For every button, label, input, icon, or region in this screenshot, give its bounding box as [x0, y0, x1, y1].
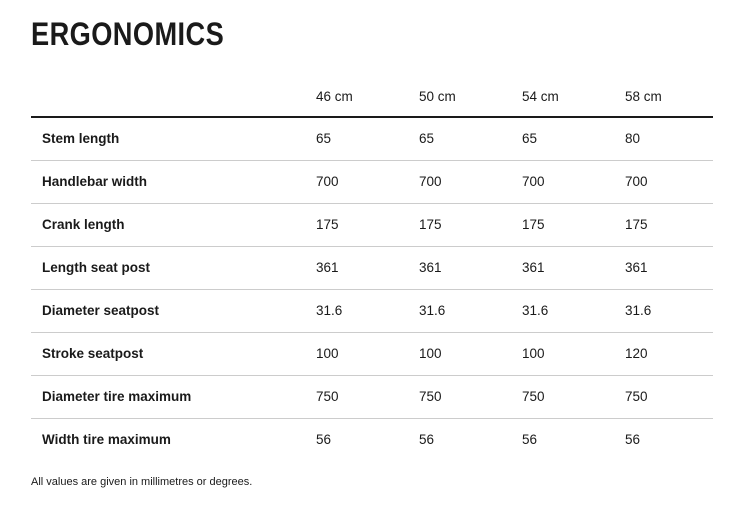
cell-value: 56: [316, 432, 332, 448]
ergonomics-spec-table: 46 cm 50 cm 54 cm 58 cm Stem length 65 65 65 8…: [31, 80, 713, 461]
row-label: Handlebar width: [31, 160, 316, 204]
cell-value: 65: [316, 117, 419, 161]
spec-table-row: Length seat post 361 361 361 361: [31, 246, 713, 290]
cell-value: 100: [522, 332, 625, 376]
row-label: Diameter seatpost: [31, 289, 316, 333]
cell-value: 750: [316, 375, 419, 419]
cell-value: 120: [625, 332, 713, 376]
spec-table-row: Diameter tire maximum 750 750 750 750: [31, 375, 713, 419]
cell-value: 750: [522, 375, 625, 419]
header-label-spacer: [31, 80, 316, 118]
cell-value: 100: [316, 332, 419, 376]
header-row: 46 cm 50 cm 54 cm 58 cm: [31, 80, 713, 118]
cell-value: 175: [625, 203, 713, 247]
spec-table-row: Crank length 175 175 175 175: [31, 203, 713, 247]
size-column-header: 54 cm: [522, 80, 625, 118]
cell-value: 80: [625, 117, 713, 161]
cell-value: 175: [316, 203, 419, 247]
cell-value: 750: [625, 375, 713, 419]
size-column-header: 58 cm: [625, 80, 713, 118]
cell-value: 361: [316, 246, 419, 290]
spec-table-row: Handlebar width 700 700 700 700: [31, 160, 713, 204]
spec-table-header: 46 cm 50 cm 54 cm 58 cm: [31, 80, 713, 118]
cell-value: 700: [625, 160, 713, 204]
row-label: Stem length: [31, 117, 316, 161]
cell-value: 361: [419, 246, 522, 290]
cell-value: 65: [522, 117, 625, 161]
cell-value: 700: [316, 160, 419, 204]
spec-table-row: Stem length 65 65 65 80: [31, 117, 713, 161]
cell-value: 361: [522, 246, 625, 290]
cell-value: 31.6: [316, 289, 419, 333]
row-label: Length seat post: [31, 246, 316, 290]
cell-value: 750: [419, 375, 522, 419]
cell-value: 100: [419, 332, 522, 376]
size-column-header: 46 cm: [316, 80, 419, 118]
cell-value: 31.6: [625, 289, 713, 333]
page-title: ERGONOMICS: [31, 16, 225, 52]
cell-value: 361: [625, 246, 713, 290]
cell-value: 65: [419, 117, 522, 161]
cell-value: 700: [419, 160, 522, 204]
cell-value: 31.6: [522, 289, 625, 333]
cell-value: 175: [522, 203, 625, 247]
spec-table-row: Diameter seatpost 31.6 31.6 31.6 31.6: [31, 289, 713, 333]
spec-table-body: Stem length 65 65 65 80 Handlebar width 700…: [31, 117, 713, 461]
row-label: Width tire maximum: [42, 432, 171, 448]
units-footnote: All values are given in millimetres or d…: [31, 476, 253, 488]
row-label: Stroke seatpost: [31, 332, 316, 376]
cell-value: 56: [419, 432, 435, 448]
row-label: Crank length: [31, 203, 316, 247]
spec-table-row: Stroke seatpost 100 100 100 120: [31, 332, 713, 376]
cell-value: 56: [522, 432, 538, 448]
row-label: Diameter tire maximum: [31, 375, 316, 419]
cell-value: 56: [625, 432, 641, 448]
size-column-header: 50 cm: [419, 80, 522, 118]
cell-value: 175: [419, 203, 522, 247]
cell-value: 700: [522, 160, 625, 204]
cell-value: 31.6: [419, 289, 522, 333]
spec-table-row: Width tire maximum 56 56 56 56: [31, 418, 713, 461]
